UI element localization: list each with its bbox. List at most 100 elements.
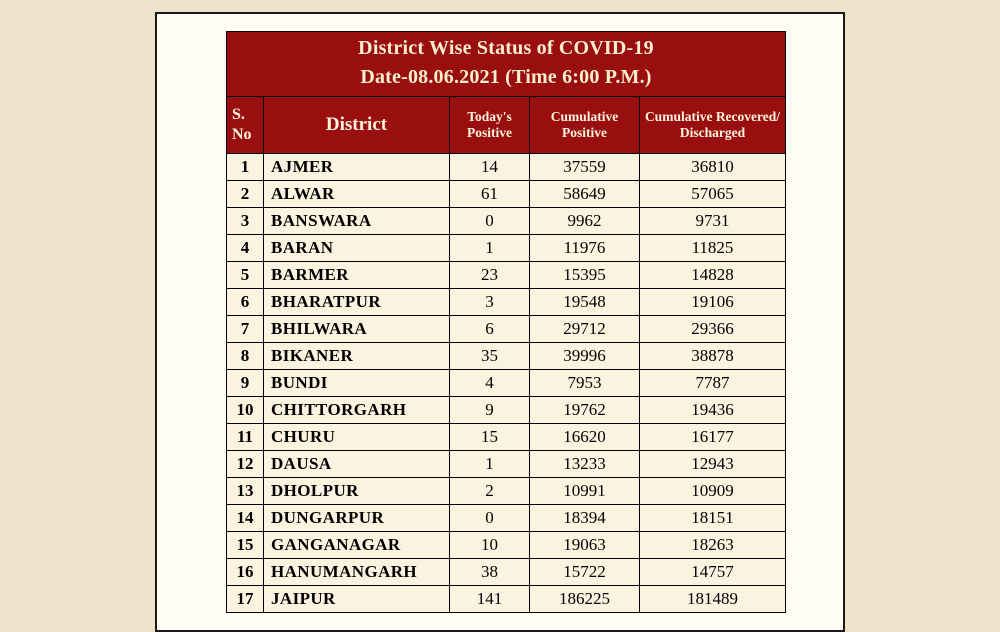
todays-positive-cell: 0 [449,504,530,532]
todays-positive-cell: 1 [449,234,530,262]
sno-cell: 7 [226,315,264,343]
cumulative-positive-cell: 19548 [529,288,640,316]
cumulative-positive-cell: 29712 [529,315,640,343]
cumulative-positive-cell: 10991 [529,477,640,505]
sno-cell: 16 [226,558,264,586]
sno-cell: 8 [226,342,264,370]
table-row: 8 BIKANER 35 39996 38878 [226,342,786,370]
cumulative-positive-cell: 7953 [529,369,640,397]
cumulative-recovered-cell: 36810 [639,153,786,181]
todays-positive-cell: 23 [449,261,530,289]
cumulative-recovered-cell: 16177 [639,423,786,451]
cumulative-recovered-cell: 14757 [639,558,786,586]
title-line-1: District Wise Status of COVID-19 [358,37,654,59]
todays-positive-cell: 6 [449,315,530,343]
table-row: 16 HANUMANGARH 38 15722 14757 [226,558,786,586]
column-header-district: District [263,96,450,154]
cumulative-positive-cell: 39996 [529,342,640,370]
table-title: District Wise Status of COVID-19 Date-08… [226,31,786,97]
district-cell: CHITTORGARH [263,396,450,424]
sno-cell: 5 [226,261,264,289]
table-row: 12 DAUSA 1 13233 12943 [226,450,786,478]
district-cell: BHARATPUR [263,288,450,316]
table-row: 3 BANSWARA 0 9962 9731 [226,207,786,235]
covid-status-table: District Wise Status of COVID-19 Date-08… [226,31,786,613]
sno-cell: 12 [226,450,264,478]
todays-positive-cell: 38 [449,558,530,586]
cumulative-recovered-cell: 29366 [639,315,786,343]
cumulative-positive-cell: 15395 [529,261,640,289]
district-cell: BARMER [263,261,450,289]
sno-cell: 2 [226,180,264,208]
district-cell: BANSWARA [263,207,450,235]
todays-positive-cell: 35 [449,342,530,370]
cumulative-positive-cell: 19762 [529,396,640,424]
cumulative-positive-cell: 186225 [529,585,640,613]
sno-cell: 14 [226,504,264,532]
column-header-sno: S. No [226,96,264,154]
district-cell: AJMER [263,153,450,181]
todays-positive-cell: 14 [449,153,530,181]
cumulative-recovered-cell: 181489 [639,585,786,613]
table-row: 6 BHARATPUR 3 19548 19106 [226,288,786,316]
cumulative-recovered-cell: 38878 [639,342,786,370]
district-cell: ALWAR [263,180,450,208]
district-cell: BARAN [263,234,450,262]
district-cell: DHOLPUR [263,477,450,505]
title-row: District Wise Status of COVID-19 Date-08… [226,31,786,97]
table-row: 10 CHITTORGARH 9 19762 19436 [226,396,786,424]
column-header-row: S. No District Today's Positive Cumulati… [226,96,786,154]
todays-positive-cell: 2 [449,477,530,505]
cumulative-recovered-cell: 19106 [639,288,786,316]
column-header-cumulative-recovered: Cumulative Recovered/ Discharged [639,96,786,154]
cumulative-positive-cell: 13233 [529,450,640,478]
table-row: 4 BARAN 1 11976 11825 [226,234,786,262]
todays-positive-cell: 141 [449,585,530,613]
district-cell: JAIPUR [263,585,450,613]
cumulative-recovered-cell: 18151 [639,504,786,532]
table-row: 7 BHILWARA 6 29712 29366 [226,315,786,343]
table-row: 11 CHURU 15 16620 16177 [226,423,786,451]
cumulative-recovered-cell: 10909 [639,477,786,505]
district-cell: HANUMANGARH [263,558,450,586]
column-header-cumulative-positive: Cumulative Positive [529,96,640,154]
sno-cell: 13 [226,477,264,505]
table-row: 17 JAIPUR 141 186225 181489 [226,585,786,613]
sno-cell: 17 [226,585,264,613]
table-row: 2 ALWAR 61 58649 57065 [226,180,786,208]
district-cell: BHILWARA [263,315,450,343]
cumulative-recovered-cell: 57065 [639,180,786,208]
cumulative-positive-cell: 37559 [529,153,640,181]
sno-cell: 10 [226,396,264,424]
table-body: 1 AJMER 14 37559 36810 2 ALWAR 61 58649 57065 3 BAN… [226,153,786,613]
cumulative-recovered-cell: 12943 [639,450,786,478]
cumulative-positive-cell: 58649 [529,180,640,208]
todays-positive-cell: 4 [449,369,530,397]
cumulative-recovered-cell: 19436 [639,396,786,424]
sno-cell: 1 [226,153,264,181]
district-cell: GANGANAGAR [263,531,450,559]
todays-positive-cell: 1 [449,450,530,478]
cumulative-recovered-cell: 18263 [639,531,786,559]
sno-cell: 6 [226,288,264,316]
cumulative-positive-cell: 15722 [529,558,640,586]
sno-cell: 9 [226,369,264,397]
cumulative-positive-cell: 9962 [529,207,640,235]
todays-positive-cell: 10 [449,531,530,559]
cumulative-recovered-cell: 9731 [639,207,786,235]
sno-cell: 3 [226,207,264,235]
sno-cell: 4 [226,234,264,262]
cumulative-positive-cell: 18394 [529,504,640,532]
table-row: 1 AJMER 14 37559 36810 [226,153,786,181]
table-header: District Wise Status of COVID-19 Date-08… [226,31,786,154]
cumulative-positive-cell: 19063 [529,531,640,559]
cumulative-recovered-cell: 14828 [639,261,786,289]
column-header-todays-positive: Today's Positive [449,96,530,154]
district-cell: BUNDI [263,369,450,397]
table-row: 5 BARMER 23 15395 14828 [226,261,786,289]
document-panel: District Wise Status of COVID-19 Date-08… [155,12,845,632]
district-cell: CHURU [263,423,450,451]
todays-positive-cell: 9 [449,396,530,424]
district-cell: BIKANER [263,342,450,370]
todays-positive-cell: 15 [449,423,530,451]
